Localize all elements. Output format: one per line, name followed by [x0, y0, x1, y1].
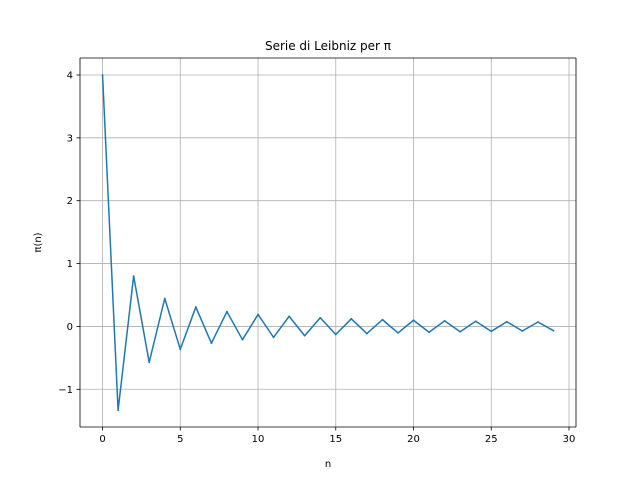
data-point — [272, 336, 275, 339]
x-tick-label: 30 — [563, 434, 576, 445]
axes-frame — [79, 57, 577, 428]
y-axis-label: π(n) — [33, 232, 44, 252]
data-point — [412, 319, 415, 322]
y-tick-label: 2 — [67, 196, 73, 207]
data-point — [257, 313, 259, 316]
x-axis-label: n — [325, 459, 331, 470]
data-point — [117, 409, 119, 412]
x-tick-label: 25 — [485, 434, 498, 445]
data-point — [459, 330, 462, 333]
data-point — [226, 310, 228, 313]
x-tick-label: 20 — [407, 434, 420, 445]
y-tick-label: 3 — [67, 133, 73, 144]
data-point — [319, 316, 322, 319]
data-point — [210, 342, 213, 345]
data-point — [303, 334, 306, 337]
data-point — [241, 338, 244, 341]
data-point — [537, 321, 539, 323]
y-tick-label: 0 — [67, 322, 73, 333]
data-point — [194, 306, 197, 308]
chart-title: Serie di Leibniz per π — [265, 39, 391, 53]
data-point — [350, 317, 353, 320]
data-point — [163, 297, 166, 300]
x-tick-label: 5 — [177, 434, 183, 445]
x-tick-label: 15 — [329, 434, 342, 445]
data-point — [365, 332, 368, 335]
data-point — [490, 330, 493, 333]
y-tick-label: 4 — [67, 70, 73, 81]
series-group — [101, 74, 555, 412]
series-line — [101, 74, 554, 411]
data-point — [428, 331, 430, 334]
x-tick-label: 10 — [252, 434, 265, 445]
data-point — [397, 332, 399, 334]
data-point — [443, 319, 446, 322]
data-point — [474, 320, 477, 323]
data-point — [101, 74, 104, 76]
data-point — [552, 329, 555, 332]
data-point — [334, 333, 337, 336]
data-point — [148, 361, 151, 364]
y-tick-label: 1 — [67, 259, 73, 270]
data-point — [288, 315, 291, 318]
data-point — [521, 330, 524, 332]
y-tick-label: −1 — [58, 385, 73, 396]
grid — [80, 58, 576, 427]
plot-area — [80, 58, 576, 427]
data-point — [179, 348, 182, 351]
data-point — [381, 318, 384, 321]
x-tick-label: 0 — [99, 434, 105, 445]
ticks: 0 5 10 15 20 25 30 −1 0 1 2 3 4 — [58, 70, 575, 445]
data-point — [505, 320, 508, 323]
data-point — [132, 275, 135, 278]
